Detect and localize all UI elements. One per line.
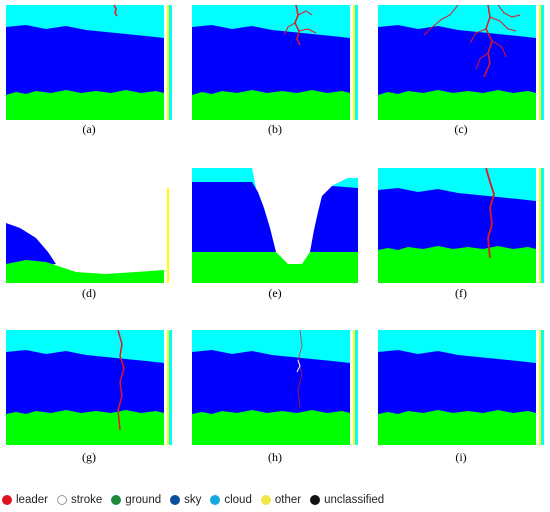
legend-item-leader: leader [2, 494, 48, 506]
legend-item-sky: sky [170, 494, 201, 506]
caption-f: (f) [455, 286, 467, 300]
panel-c [378, 5, 544, 120]
legend-item-other: other [260, 494, 302, 506]
caption-c: (c) [454, 122, 468, 136]
legend-label-cloud: cloud [224, 494, 252, 506]
legend-swatch-stroke [56, 495, 67, 505]
segmentation-map-d [6, 168, 172, 283]
legend-item-cloud: cloud [210, 494, 252, 506]
segmentation-map-c [378, 5, 544, 120]
segmentation-map-e [192, 168, 358, 283]
panel-e [192, 168, 358, 283]
legend-item-unclassified: unclassified [310, 494, 384, 506]
panel-d [6, 168, 172, 283]
caption-e: (e) [268, 286, 282, 300]
segmentation-map-g [6, 330, 172, 445]
panel-a [6, 5, 172, 120]
legend-swatch-leader [2, 495, 12, 505]
legend-swatch-cloud [210, 495, 221, 505]
caption-i: (i) [455, 450, 467, 464]
legend-swatch-sky [170, 495, 181, 505]
legend-label-sky: sky [184, 494, 202, 506]
panel-f [378, 168, 544, 283]
legend-label-other: other [274, 494, 302, 506]
legend-label-ground: ground [125, 494, 162, 506]
caption-a: (a) [82, 122, 96, 136]
segmentation-map-a [6, 5, 172, 120]
legend-item-ground: ground [111, 494, 161, 506]
legend-label-leader: leader [16, 494, 48, 506]
segmentation-map-b [192, 5, 358, 120]
caption-h: (h) [268, 450, 282, 464]
segmentation-map-f [378, 168, 544, 283]
legend-label-unclassified: unclassified [324, 494, 385, 506]
legend-label-stroke: stroke [70, 494, 103, 506]
legend-swatch-other [260, 495, 271, 505]
legend-item-stroke: stroke [56, 494, 103, 506]
legend: leader stroke ground sky cloud other unc… [2, 492, 393, 508]
panel-b [192, 5, 358, 120]
caption-g: (g) [82, 450, 96, 464]
legend-swatch-ground [111, 495, 122, 505]
panel-h [192, 330, 358, 445]
panel-g [6, 330, 172, 445]
caption-b: (b) [268, 122, 282, 136]
segmentation-map-i [378, 330, 544, 445]
caption-d: (d) [82, 286, 96, 300]
segmentation-map-h [192, 330, 358, 445]
legend-swatch-unclassified [310, 495, 321, 505]
panel-i [378, 330, 544, 445]
